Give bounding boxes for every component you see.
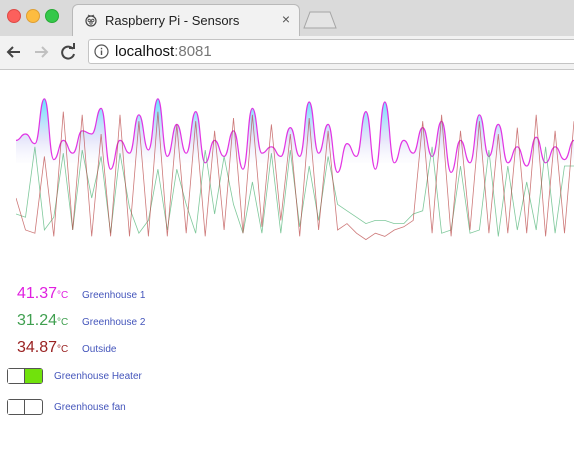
greenhouse-fan-toggle[interactable] <box>7 399 43 415</box>
greenhouse-1-value: 41.37 <box>17 285 58 302</box>
address-bar[interactable]: localhost:8081 <box>88 39 574 64</box>
heater-toggle-knob <box>8 369 25 383</box>
browser-tab[interactable]: Raspberry Pi - Sensors × <box>72 4 300 36</box>
fan-toggle-knob <box>8 400 25 414</box>
tab-close-icon[interactable]: × <box>281 11 290 27</box>
outside-value: 34.87 <box>17 339 58 356</box>
outside-unit: °C <box>57 344 69 355</box>
greenhouse-1-label: Greenhouse 1 <box>82 290 146 301</box>
back-arrow-icon[interactable] <box>3 41 25 63</box>
close-window-button[interactable] <box>7 9 21 23</box>
info-icon[interactable] <box>94 44 109 59</box>
reload-icon[interactable] <box>57 41 79 63</box>
maximize-window-button[interactable] <box>45 9 59 23</box>
window-titlebar: Raspberry Pi - Sensors × <box>0 0 574 37</box>
greenhouse-2-label: Greenhouse 2 <box>82 317 146 328</box>
outside-label: Outside <box>82 344 117 355</box>
greenhouse-1-reading: 41.37°C <box>17 285 68 303</box>
minimize-window-button[interactable] <box>26 9 40 23</box>
url-port: :8081 <box>174 43 212 60</box>
browser-toolbar: localhost:8081 <box>0 36 574 70</box>
url-host: localhost <box>115 43 175 60</box>
series-1-line <box>16 98 574 174</box>
greenhouse-heater-toggle[interactable] <box>7 368 43 384</box>
greenhouse-2-reading: 31.24°C <box>17 312 68 330</box>
forward-arrow-icon[interactable] <box>30 41 52 63</box>
url-text: localhost:8081 <box>115 43 212 60</box>
outside-reading: 34.87°C <box>17 339 68 357</box>
raspberry-icon <box>85 14 97 27</box>
new-tab-button[interactable] <box>303 11 337 29</box>
sensor-history-chart <box>16 98 574 241</box>
heater-toggle-on-indicator <box>25 369 42 383</box>
greenhouse-2-value: 31.24 <box>17 312 58 329</box>
greenhouse-2-unit: °C <box>57 317 69 328</box>
tab-title: Raspberry Pi - Sensors <box>105 13 240 28</box>
greenhouse-heater-label: Greenhouse Heater <box>54 371 142 382</box>
greenhouse-1-unit: °C <box>57 290 69 301</box>
series-3-line <box>16 111 574 241</box>
greenhouse-fan-label: Greenhouse fan <box>54 402 126 413</box>
